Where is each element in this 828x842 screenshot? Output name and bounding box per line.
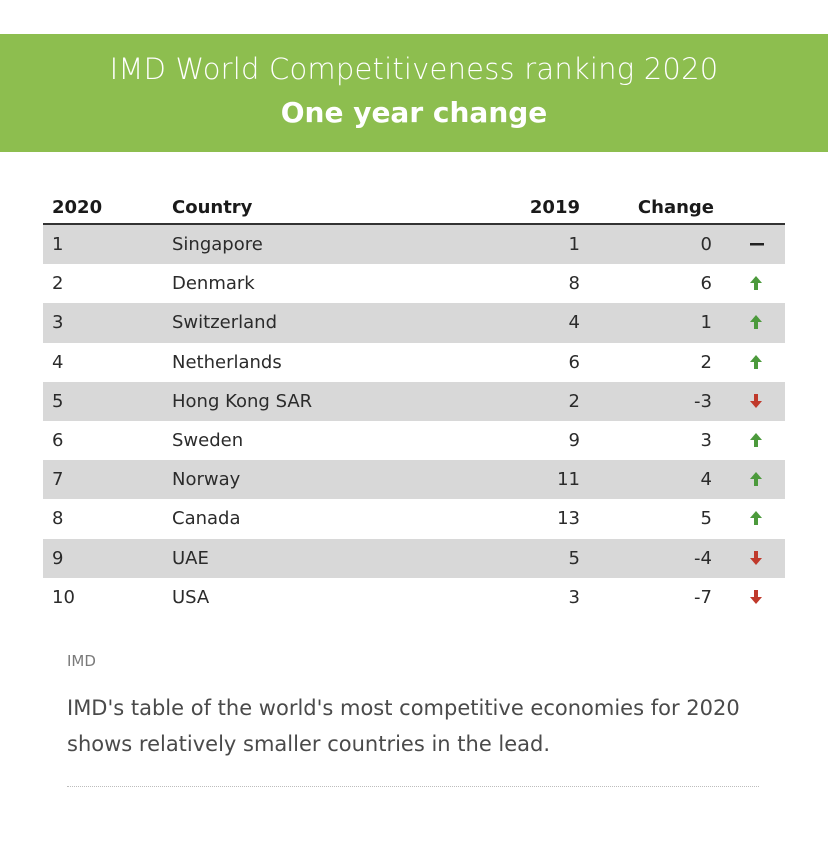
- change-cell: 5: [700, 508, 712, 530]
- table-row: 2 Denmark 8 6: [43, 264, 785, 303]
- header-change: Change: [637, 197, 714, 218]
- title-banner: IMD World Competitiveness ranking 2020 O…: [0, 34, 828, 152]
- rank-2019-cell: 6: [568, 351, 580, 373]
- table-row: 6 Sweden 9 3: [43, 421, 785, 460]
- change-cell: 3: [700, 429, 712, 451]
- arrow-down-icon: [749, 578, 767, 617]
- rank-2019-cell: 9: [568, 429, 580, 451]
- rank-cell: 9: [52, 547, 64, 569]
- table-row: 5 Hong Kong SAR 2 -3: [43, 381, 785, 421]
- table-row: 9 UAE 5 -4: [43, 538, 785, 578]
- country-cell: Switzerland: [172, 312, 277, 334]
- country-cell: Hong Kong SAR: [172, 390, 313, 412]
- caption-text: IMD's table of the world's most competit…: [67, 696, 740, 756]
- rank-2019-cell: 2: [568, 390, 580, 412]
- table-row: 8 Canada 13 5: [43, 499, 785, 538]
- ranking-table: 2020 Country 2019 Change 1 Singapore 1 0 2 De…: [43, 188, 785, 617]
- country-cell: Canada: [172, 508, 241, 530]
- arrow-down-icon: [749, 539, 767, 578]
- chart-subtitle: One year change: [280, 96, 548, 129]
- header-2019: 2019: [529, 197, 580, 218]
- country-cell: Sweden: [172, 429, 244, 451]
- rank-cell: 6: [52, 429, 64, 451]
- rank-cell: 5: [52, 390, 64, 412]
- table-header: 2020 Country 2019 Change: [43, 188, 785, 225]
- arrow-up-icon: [749, 460, 767, 499]
- header-country: Country: [172, 197, 253, 218]
- rank-cell: 3: [52, 312, 64, 334]
- rank-cell: 10: [52, 586, 75, 608]
- rank-cell: 1: [52, 234, 64, 255]
- rank-2019-cell: 11: [557, 469, 580, 491]
- arrow-up-icon: [749, 499, 767, 538]
- change-cell: -7: [694, 586, 712, 608]
- rank-2019-cell: 5: [568, 547, 580, 569]
- country-cell: Netherlands: [172, 351, 282, 373]
- table-body: 1 Singapore 1 0 2 Denmark 8 6 3 Switzerland 4 1 4 Net…: [43, 225, 785, 617]
- change-cell: 2: [700, 351, 712, 373]
- table-row: 3 Switzerland 4 1: [43, 303, 785, 343]
- arrow-up-icon: [749, 303, 767, 342]
- rank-cell: 8: [52, 508, 64, 530]
- country-cell: Norway: [172, 469, 241, 491]
- change-cell: -3: [694, 390, 712, 412]
- country-cell: UAE: [172, 547, 209, 569]
- change-cell: -4: [694, 547, 712, 569]
- country-cell: Denmark: [172, 273, 255, 295]
- chart-title: IMD World Competitiveness ranking 2020: [109, 52, 719, 86]
- source-credit: IMD: [67, 652, 96, 670]
- rank-2019-cell: 4: [568, 312, 580, 334]
- change-cell: 6: [700, 273, 712, 295]
- rank-cell: 7: [52, 469, 64, 491]
- header-2020: 2020: [52, 197, 103, 218]
- arrow-up-icon: [749, 343, 767, 382]
- table-row: 7 Norway 11 4: [43, 460, 785, 500]
- table-row: 10 USA 3 -7: [43, 578, 785, 617]
- table-row: 4 Netherlands 6 2: [43, 343, 785, 382]
- rank-cell: 4: [52, 351, 64, 373]
- divider: [67, 786, 759, 787]
- change-cell: 1: [700, 312, 712, 334]
- arrow-up-icon: [749, 421, 767, 460]
- rank-2019-cell: 1: [568, 234, 580, 255]
- arrow-up-icon: [749, 264, 767, 303]
- dash-icon: [749, 225, 767, 264]
- table-row: 1 Singapore 1 0: [43, 225, 785, 265]
- rank-2019-cell: 13: [557, 508, 580, 530]
- country-cell: USA: [172, 586, 210, 608]
- rank-2019-cell: 8: [568, 273, 580, 295]
- rank-cell: 2: [52, 273, 64, 295]
- country-cell: Singapore: [172, 234, 263, 255]
- change-cell: 0: [700, 234, 712, 255]
- rank-2019-cell: 3: [568, 586, 580, 608]
- arrow-down-icon: [749, 382, 767, 421]
- change-cell: 4: [700, 469, 712, 491]
